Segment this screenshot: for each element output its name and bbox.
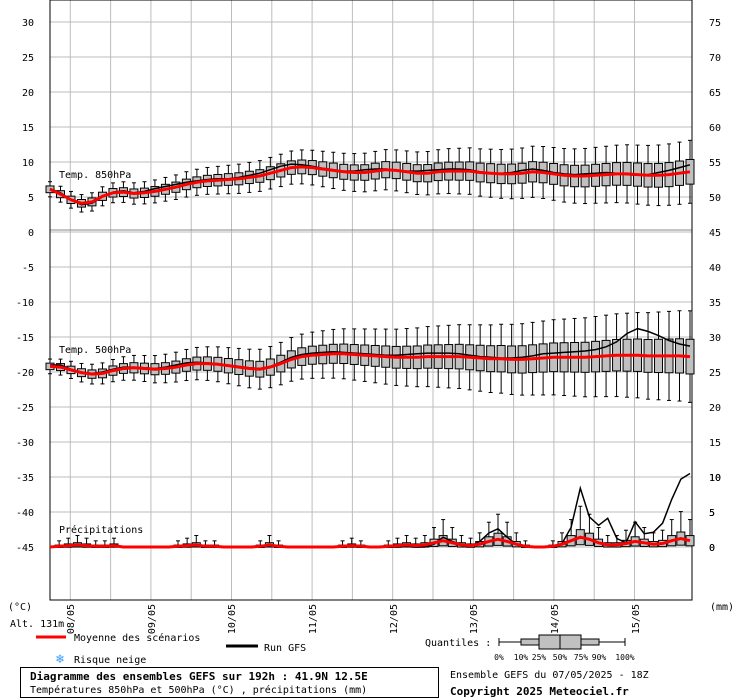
snow-legend-label: Risque neige bbox=[74, 655, 146, 666]
y-tick-850: 25 bbox=[22, 53, 34, 64]
quantiles-label: Quantiles : bbox=[425, 638, 491, 649]
y-tick-500: -15 bbox=[16, 333, 34, 344]
y2-tick-500: 25 bbox=[709, 368, 721, 379]
y-tick-500: -30 bbox=[16, 438, 34, 449]
quantile-tick-label: 50% bbox=[553, 653, 568, 662]
x-tick-label: 15/05 bbox=[631, 604, 642, 634]
y2-tick-precip: 10 bbox=[709, 473, 721, 484]
y-tick-850: 0 bbox=[28, 228, 34, 239]
y2-tick-500: 30 bbox=[709, 333, 721, 344]
y-tick-500: -45 bbox=[16, 543, 34, 554]
x-tick-label: 13/05 bbox=[469, 604, 480, 634]
gfs-legend-label: Run GFS bbox=[264, 643, 306, 654]
y2-tick-850: 60 bbox=[709, 123, 721, 134]
plot-frame bbox=[49, 0, 693, 601]
left-unit-label: (°C) bbox=[8, 602, 32, 613]
y2-tick-500: 10 bbox=[709, 473, 721, 484]
y2-tick-500: 0 bbox=[709, 543, 715, 554]
y2-tick-500: 15 bbox=[709, 438, 721, 449]
y2-tick-500: 35 bbox=[709, 298, 721, 309]
x-tick-label: 11/05 bbox=[308, 604, 319, 634]
y-tick-850: 30 bbox=[22, 18, 34, 29]
y2-tick-500: 5 bbox=[709, 508, 715, 519]
y2-tick-850: 50 bbox=[709, 193, 721, 204]
y-tick-500: -35 bbox=[16, 473, 34, 484]
x-tick-label: 12/05 bbox=[389, 604, 400, 634]
y-tick-500: -40 bbox=[16, 508, 34, 519]
x-tick-label: 14/05 bbox=[550, 604, 561, 634]
right-unit-label: (mm) bbox=[710, 602, 734, 613]
quantile-tick-label: 10% bbox=[514, 653, 529, 662]
precip-mean-line bbox=[49, 535, 691, 549]
run-info: Ensemble GEFS du 07/05/2025 - 18Z bbox=[450, 670, 649, 681]
panel-label: Précipitations bbox=[59, 524, 143, 536]
quantile-tick-label: 25% bbox=[532, 653, 547, 662]
y-tick-850: 10 bbox=[22, 158, 34, 169]
y-tick-500: -5 bbox=[22, 263, 34, 274]
y2-tick-precip: 0 bbox=[709, 543, 715, 554]
y2-tick-500: 20 bbox=[709, 403, 721, 414]
snowflake-icon: ❄ bbox=[55, 652, 64, 667]
y-tick-850: 15 bbox=[22, 123, 34, 134]
temp500-mean-line bbox=[49, 352, 691, 376]
temp850-mean-line bbox=[49, 165, 691, 205]
y-tick-500: -10 bbox=[16, 298, 34, 309]
y2-tick-850: 75 bbox=[709, 18, 721, 29]
chart-title: Diagramme des ensembles GEFS sur 192h : … bbox=[30, 670, 368, 683]
temp850-gfs-line bbox=[49, 163, 691, 206]
panel-label: Temp. 850hPa bbox=[59, 170, 131, 181]
x-tick-label: 09/05 bbox=[147, 604, 158, 634]
quantile-tick-label: 75% bbox=[574, 653, 589, 662]
y2-tick-850: 55 bbox=[709, 158, 721, 169]
altitude-label: Alt. 131m bbox=[10, 619, 64, 630]
title-box: Diagramme des ensembles GEFS sur 192h : … bbox=[20, 667, 439, 698]
y2-tick-850: 65 bbox=[709, 88, 721, 99]
quantile-tick-label: 90% bbox=[592, 653, 607, 662]
mean-legend-label: Moyenne des scénarios bbox=[74, 632, 200, 644]
y2-tick-500: 40 bbox=[709, 263, 721, 274]
y-tick-850: 5 bbox=[28, 193, 34, 204]
y2-tick-850: 45 bbox=[709, 228, 721, 239]
panel-label: Temp. 500hPa bbox=[59, 345, 131, 356]
y-tick-850: 20 bbox=[22, 88, 34, 99]
x-tick-label: 10/05 bbox=[227, 604, 238, 634]
y2-tick-precip: 5 bbox=[709, 508, 715, 519]
y2-tick-850: 70 bbox=[709, 53, 721, 64]
quantiles-legend-box bbox=[498, 634, 626, 650]
x-tick-label: 08/05 bbox=[66, 604, 77, 634]
chart-subtitle: Températures 850hPa et 500hPa (°C) , pré… bbox=[30, 685, 368, 696]
y-tick-500: -20 bbox=[16, 368, 34, 379]
quantile-tick-label: 0% bbox=[494, 653, 504, 662]
quantile-tick-label: 100% bbox=[615, 653, 634, 662]
y-tick-500: -25 bbox=[16, 403, 34, 414]
copyright: Copyright 2025 Meteociel.fr bbox=[450, 685, 629, 698]
